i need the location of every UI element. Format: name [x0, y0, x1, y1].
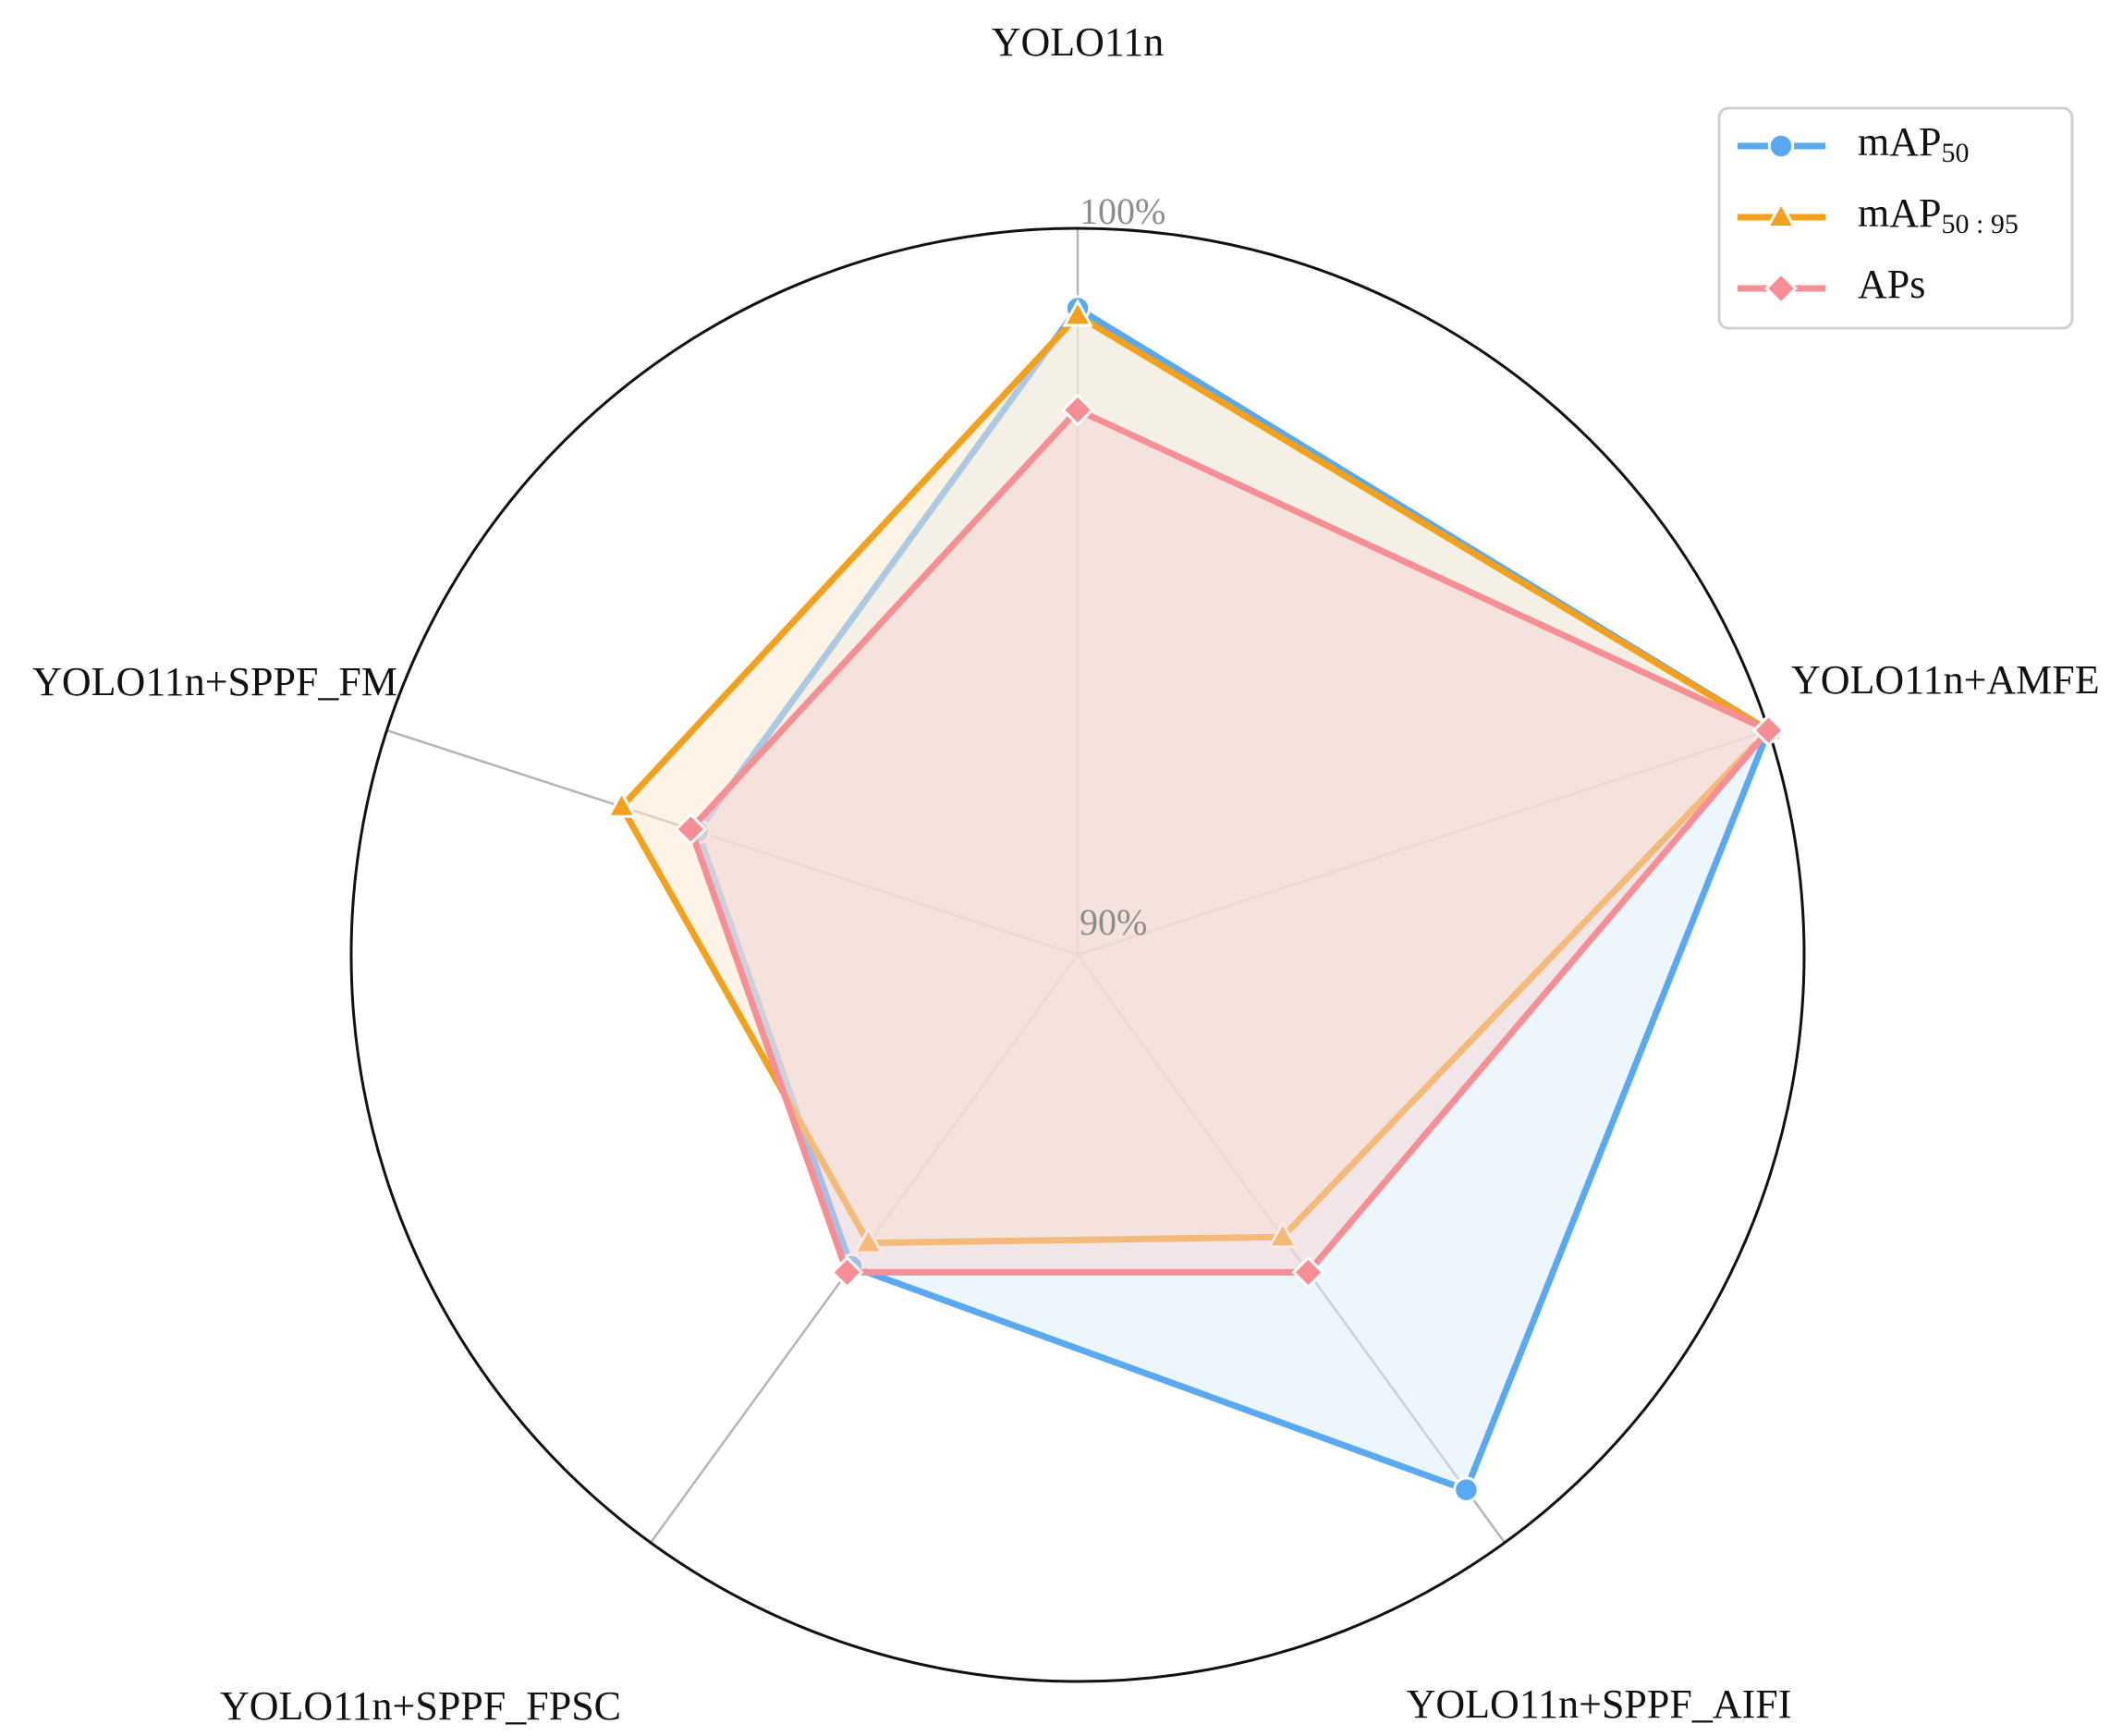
data-point-aps-yolo11n [1061, 393, 1094, 427]
legend-marker-aps [1764, 272, 1798, 305]
legend-entry-map50: mAP50 [1738, 119, 1969, 168]
series-aps [674, 393, 1786, 1290]
legend: mAP50 mAP50 : 95 APs [1717, 106, 2074, 330]
legend-label-map50: mAP50 [1858, 119, 1969, 168]
axis-label-yolo11n-sppf-fm: YOLO11n+SPPF_FM [32, 659, 397, 704]
data-point-aps-yolo11n-sppf-fpsc [830, 1255, 864, 1290]
radial-tick-labels: 90% 100% [1080, 190, 1165, 943]
data-point-map50-95-yolo11n-sppf-fm [605, 789, 638, 818]
series-polygon-aps [687, 406, 1775, 1276]
data-point-aps-yolo11n-sppf-fm [674, 813, 708, 846]
radial-tick-max: 100% [1080, 190, 1165, 232]
data-point-aps-yolo11n-sppf-aifi [1291, 1255, 1325, 1290]
legend-box [1717, 106, 2074, 330]
axis-label-yolo11n-sppf-fpsc: YOLO11n+SPPF_FPSC [220, 1683, 621, 1729]
data-point-map50-95-yolo11n [1062, 299, 1093, 327]
legend-marker-map50-95 [1765, 200, 1797, 228]
legend-entry-aps: APs [1738, 262, 1925, 307]
data-point-map50-yolo11n-sppf-aifi [1453, 1476, 1480, 1503]
data-point-aps-yolo11n-amfe [1751, 714, 1786, 747]
legend-label-map50-95: mAP50 : 95 [1858, 190, 2019, 239]
axis-labels: YOLO11n YOLO11n+AMFE YOLO11n+SPPF_AIFI YOLO… [32, 19, 2100, 1729]
radial-tick-min: 90% [1080, 901, 1147, 943]
radar-outer-ring [349, 226, 1806, 1683]
radar-series [605, 295, 1786, 1503]
axis-label-yolo11n-sppf-aifi: YOLO11n+SPPF_AIFI [1407, 1681, 1792, 1727]
axis-label-yolo11n-amfe: YOLO11n+AMFE [1791, 657, 2100, 703]
legend-label-aps: APs [1858, 262, 1925, 307]
axis-label-yolo11n: YOLO11n [992, 19, 1165, 65]
legend-marker-map50 [1767, 132, 1795, 160]
legend-entry-map50-95: mAP50 : 95 [1738, 190, 2019, 239]
